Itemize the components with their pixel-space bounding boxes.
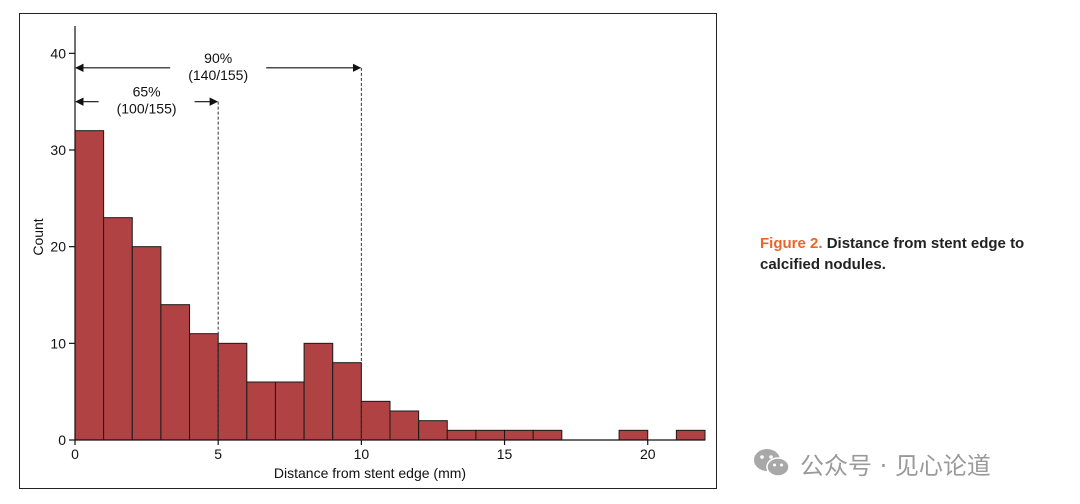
histogram-bar xyxy=(389,410,420,441)
histogram-bar xyxy=(618,429,649,441)
histogram-bar xyxy=(675,429,706,441)
x-tick-label: 20 xyxy=(640,446,656,462)
histogram-bar xyxy=(246,381,276,441)
x-tick-label: 5 xyxy=(214,446,222,462)
histogram-bar xyxy=(446,429,477,441)
annotation-count-label: (140/155) xyxy=(188,67,248,83)
histogram-bar xyxy=(303,342,334,441)
figure-caption-text: Distance from stent edge to calcified no… xyxy=(760,235,1025,273)
y-tick-label: 40 xyxy=(50,45,66,61)
histogram-bar xyxy=(475,429,506,441)
histogram-bar xyxy=(160,304,191,441)
y-tick-label: 0 xyxy=(58,432,66,448)
histogram-bar xyxy=(532,429,563,441)
histogram-bar xyxy=(274,381,305,441)
x-tick-label: 0 xyxy=(71,446,79,462)
histogram-bar xyxy=(418,420,448,441)
x-axis-label: Distance from stent edge (mm) xyxy=(274,465,466,481)
watermark: 公众号 · 见心论道 xyxy=(752,443,991,483)
histogram-chart: 0 10 20 30 40 0 5 10 15 20 Distance from stent edg… xyxy=(30,26,706,481)
x-tick-label: 15 xyxy=(497,446,513,462)
figure-label: Figure 2. xyxy=(760,235,823,252)
wechat-icon xyxy=(754,449,790,477)
x-tick-label: 10 xyxy=(354,446,370,462)
y-tick-label: 10 xyxy=(50,335,66,351)
histogram-bar xyxy=(189,333,219,441)
figure-caption: Figure 2. Distance from stent edge to ca… xyxy=(760,233,1075,275)
histogram-bar xyxy=(360,400,391,441)
chart-frame: 0 10 20 30 40 0 5 10 15 20 Distance from stent edg… xyxy=(19,13,717,489)
y-tick-label: 30 xyxy=(50,142,66,158)
histogram-bar xyxy=(131,246,162,441)
watermark-text: 公众号 · 见心论道 xyxy=(800,451,991,480)
histogram-bar xyxy=(74,130,105,441)
annotation-percent-label: 65% xyxy=(133,84,161,100)
histogram-bar xyxy=(217,342,248,441)
histogram-bar xyxy=(332,362,362,441)
annotation-count-label: (100/155) xyxy=(117,101,177,117)
histogram-bar xyxy=(504,429,534,441)
annotation-percent-label: 90% xyxy=(204,50,232,66)
y-tick-label: 20 xyxy=(50,239,66,255)
y-axis-label: Count xyxy=(30,218,46,255)
histogram-bar xyxy=(103,217,133,441)
